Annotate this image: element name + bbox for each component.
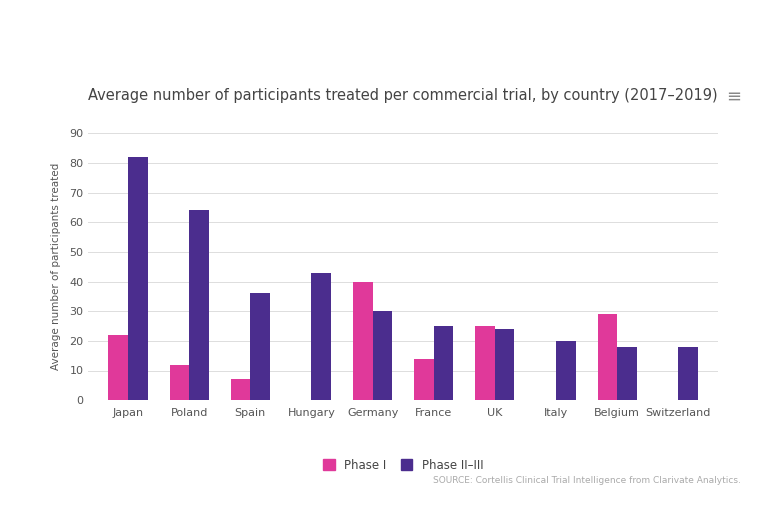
Bar	[598, 314, 617, 400]
Bar	[414, 359, 434, 400]
Bar	[475, 326, 495, 400]
Bar	[678, 347, 698, 400]
Legend: Phase I, Phase II–III: Phase I, Phase II–III	[318, 454, 488, 477]
Bar	[556, 341, 576, 400]
Bar	[312, 273, 331, 400]
Text: Average number of participants treated per commercial trial, by country (2017–20: Average number of participants treated p…	[88, 88, 718, 103]
Y-axis label: Average number of participants treated: Average number of participants treated	[51, 163, 61, 370]
Bar	[617, 347, 637, 400]
Bar	[250, 293, 270, 400]
Bar	[353, 282, 372, 400]
Bar	[495, 329, 515, 400]
Text: SOURCE: Cortellis Clinical Trial Intelligence from Clarivate Analytics.: SOURCE: Cortellis Clinical Trial Intelli…	[433, 476, 741, 485]
Bar	[128, 157, 147, 400]
Bar	[230, 380, 250, 400]
Text: ≡: ≡	[726, 87, 741, 105]
Bar	[372, 311, 392, 400]
Bar	[108, 335, 128, 400]
Bar	[189, 210, 209, 400]
Bar	[434, 326, 453, 400]
Bar	[170, 365, 189, 400]
